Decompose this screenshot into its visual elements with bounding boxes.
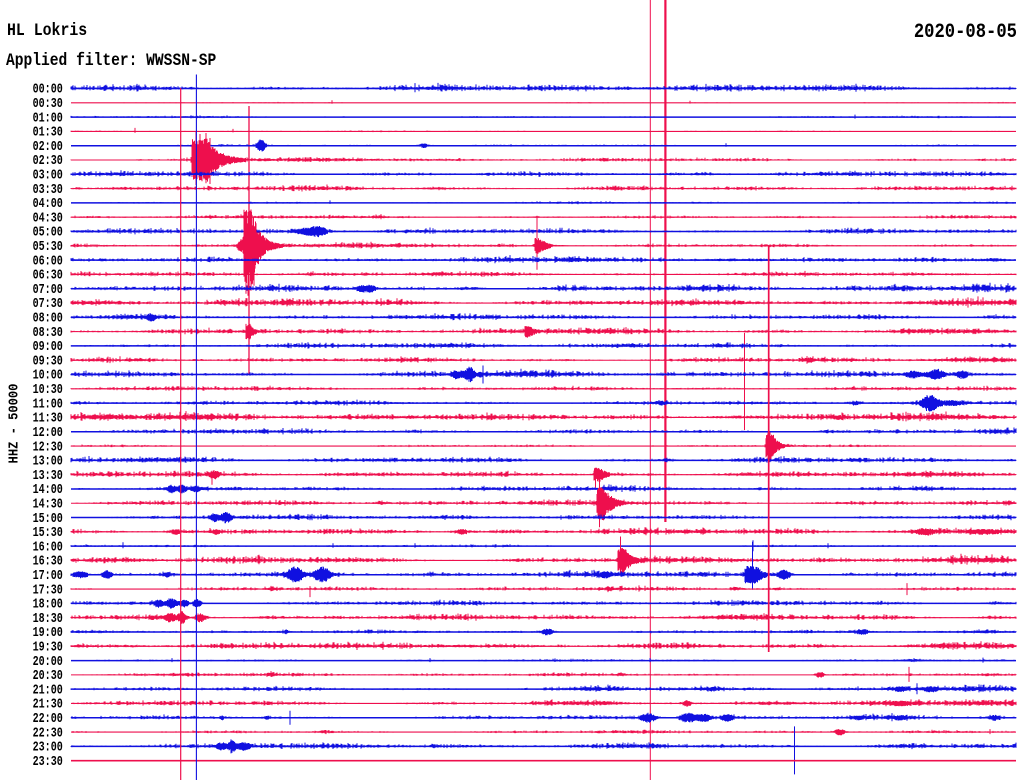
svg-text:16:00: 16:00 bbox=[33, 539, 63, 555]
svg-text:22:00: 22:00 bbox=[33, 711, 63, 727]
svg-text:21:00: 21:00 bbox=[33, 682, 63, 698]
svg-text:18:00: 18:00 bbox=[33, 596, 63, 612]
svg-text:09:30: 09:30 bbox=[33, 353, 63, 369]
svg-text:20:30: 20:30 bbox=[33, 668, 63, 684]
svg-text:15:30: 15:30 bbox=[33, 525, 63, 541]
svg-text:05:00: 05:00 bbox=[33, 224, 63, 240]
svg-text:13:30: 13:30 bbox=[33, 467, 63, 483]
svg-text:19:30: 19:30 bbox=[33, 639, 63, 655]
svg-text:17:30: 17:30 bbox=[33, 582, 63, 598]
svg-text:21:30: 21:30 bbox=[33, 696, 63, 712]
svg-text:06:00: 06:00 bbox=[33, 253, 63, 269]
svg-text:01:00: 01:00 bbox=[33, 110, 63, 126]
svg-text:10:00: 10:00 bbox=[33, 367, 63, 383]
svg-text:16:30: 16:30 bbox=[33, 553, 63, 569]
svg-text:07:30: 07:30 bbox=[33, 296, 63, 312]
svg-text:Applied filter: WWSSN-SP: Applied filter: WWSSN-SP bbox=[6, 50, 216, 71]
svg-text:05:30: 05:30 bbox=[33, 239, 63, 255]
svg-text:23:00: 23:00 bbox=[33, 739, 63, 755]
svg-text:09:00: 09:00 bbox=[33, 339, 63, 355]
svg-text:HHZ - 50000: HHZ - 50000 bbox=[6, 383, 22, 463]
svg-text:01:30: 01:30 bbox=[33, 124, 63, 140]
svg-text:15:00: 15:00 bbox=[33, 510, 63, 526]
svg-text:00:30: 00:30 bbox=[33, 96, 63, 112]
svg-text:11:00: 11:00 bbox=[33, 396, 63, 412]
svg-text:23:30: 23:30 bbox=[33, 753, 63, 769]
svg-text:11:30: 11:30 bbox=[33, 410, 63, 426]
svg-text:02:30: 02:30 bbox=[33, 153, 63, 169]
svg-text:18:30: 18:30 bbox=[33, 610, 63, 626]
svg-text:17:00: 17:00 bbox=[33, 568, 63, 584]
svg-text:12:00: 12:00 bbox=[33, 424, 63, 440]
svg-text:08:30: 08:30 bbox=[33, 324, 63, 340]
svg-text:12:30: 12:30 bbox=[33, 439, 63, 455]
svg-text:03:30: 03:30 bbox=[33, 181, 63, 197]
svg-text:13:00: 13:00 bbox=[33, 453, 63, 469]
svg-text:02:00: 02:00 bbox=[33, 138, 63, 154]
svg-text:03:00: 03:00 bbox=[33, 167, 63, 183]
svg-text:10:30: 10:30 bbox=[33, 382, 63, 398]
svg-text:20:00: 20:00 bbox=[33, 653, 63, 669]
svg-text:HL Lokris: HL Lokris bbox=[7, 20, 87, 41]
svg-text:04:30: 04:30 bbox=[33, 210, 63, 226]
svg-text:19:00: 19:00 bbox=[33, 625, 63, 641]
svg-text:08:00: 08:00 bbox=[33, 310, 63, 326]
svg-text:2020-08-05: 2020-08-05 bbox=[914, 20, 1017, 44]
svg-text:14:30: 14:30 bbox=[33, 496, 63, 512]
svg-text:00:00: 00:00 bbox=[33, 81, 63, 97]
svg-text:04:00: 04:00 bbox=[33, 196, 63, 212]
svg-text:22:30: 22:30 bbox=[33, 725, 63, 741]
svg-text:07:00: 07:00 bbox=[33, 281, 63, 297]
svg-text:06:30: 06:30 bbox=[33, 267, 63, 283]
svg-text:14:00: 14:00 bbox=[33, 482, 63, 498]
